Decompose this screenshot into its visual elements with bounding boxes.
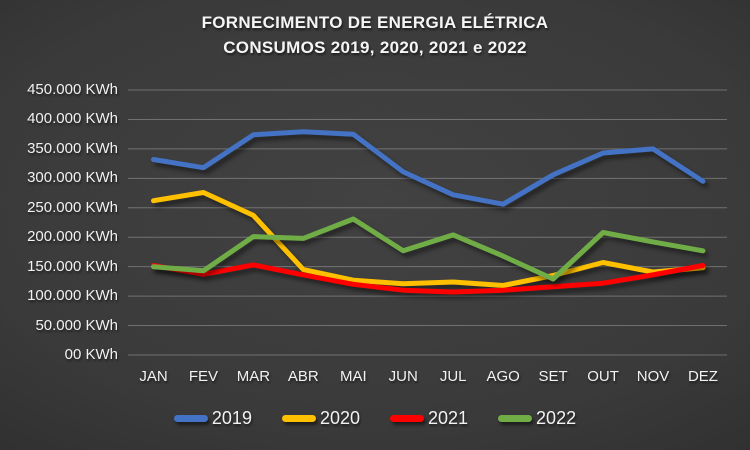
legend-swatch-2020 [281,415,316,422]
y-axis-label: 400.000 KWh [27,110,118,128]
legend-swatch-2021 [390,415,424,422]
legend-item-2020[interactable]: 2020 [281,408,360,429]
legend-item-2019[interactable]: 2019 [173,408,252,429]
series-2021-line[interactable] [151,262,706,295]
y-axis-label: 450.000 KWh [27,81,118,98]
series-2019-line[interactable] [151,129,706,207]
series-2020-line[interactable] [151,190,706,288]
chart-title-line2: CONSUMOS 2019, 2020, 2021 e 2022 [223,38,527,57]
y-axis-label: 250.000 KWh [27,198,118,216]
y-axis-label: 50.000 KWh [35,316,118,334]
y-axis-label: 150.000 KWh [27,257,118,275]
y-axis: 450.000 KWh 400.000 KWh 350.000 KWh 300.000… [0,0,118,450]
legend-label-2021: 2021 [428,408,469,428]
legend-item-2022[interactable]: 2022 [498,408,576,429]
legend-swatch-2019 [173,415,208,422]
y-axis-label: 350.000 KWh [27,139,118,157]
chart-legend: 2019 2020 2021 2022 [0,408,750,429]
legend-item-2021[interactable]: 2021 [390,408,468,429]
legend-label-2019: 2019 [211,408,252,428]
y-axis-label: 00 KWh [64,346,118,363]
chart-title-line1: FORNECIMENTO DE ENERGIA ELÉTRICA [201,13,549,32]
y-axis-label: 100.000 KWh [27,287,118,305]
legend-swatch-2022 [498,415,533,422]
legend-label-2020: 2020 [319,408,360,428]
y-axis-label: 200.000 KWh [27,228,118,246]
series-2022-line[interactable] [151,216,706,282]
legend-label-2022: 2022 [536,408,577,428]
y-axis-label: 300.000 KWh [27,169,118,187]
chart-title: FORNECIMENTO DE ENERGIA ELÉTRICA CONSUMO… [0,10,750,60]
